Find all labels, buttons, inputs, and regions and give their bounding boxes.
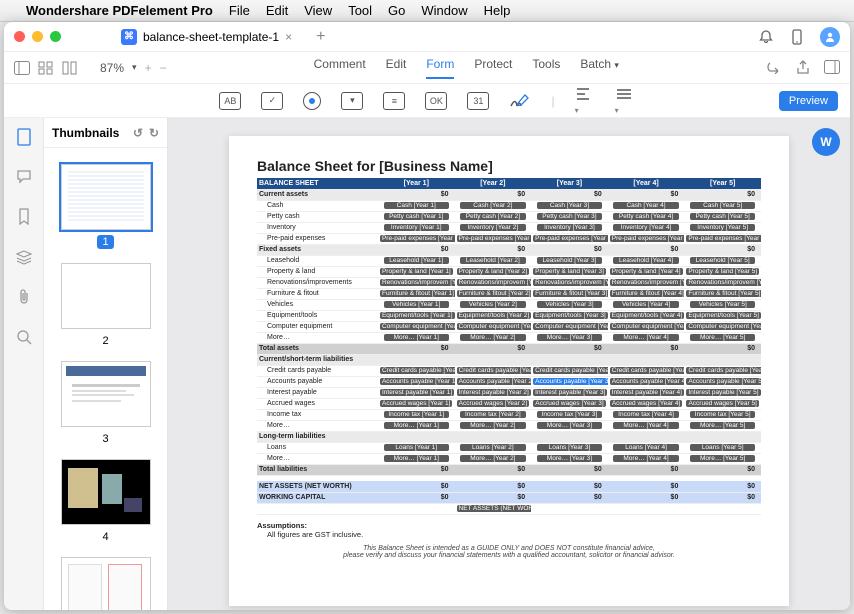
bookmarks-rail-icon[interactable]: [15, 208, 33, 226]
tab-edit[interactable]: Edit: [386, 57, 407, 79]
new-tab-button[interactable]: +: [316, 28, 325, 46]
tab-form[interactable]: Form: [426, 57, 454, 79]
tab-batch[interactable]: Batch ▾: [580, 57, 619, 79]
zoom-in-button[interactable]: +: [145, 61, 152, 75]
date-field-icon[interactable]: 31: [467, 92, 489, 110]
button-field-icon[interactable]: OK: [425, 92, 447, 110]
zoom-level[interactable]: 87%: [100, 61, 124, 75]
thumbnails-title: Thumbnails: [52, 126, 119, 140]
menu-view[interactable]: View: [304, 3, 332, 18]
minimize-window[interactable]: [32, 31, 43, 42]
comments-rail-icon[interactable]: [15, 168, 33, 186]
pdf-page: Balance Sheet for [Business Name] BALANC…: [229, 136, 789, 606]
align-icon[interactable]: ▾: [575, 86, 595, 116]
menu-go[interactable]: Go: [388, 3, 405, 18]
menu-file[interactable]: File: [229, 3, 250, 18]
document-canvas[interactable]: W Balance Sheet for [Business Name] BALA…: [168, 118, 850, 610]
thumb-rotate-left-icon[interactable]: ↺: [133, 126, 143, 140]
undo-icon[interactable]: [766, 60, 782, 76]
preview-button[interactable]: Preview: [779, 91, 838, 111]
close-window[interactable]: [14, 31, 25, 42]
app-window: ⌘ balance-sheet-template-1 × + 87% ▾ + −…: [4, 22, 850, 610]
thumbnails-panel: Thumbnails ↺ ↻ 1 2: [44, 118, 168, 610]
page-title: Balance Sheet for [Business Name]: [257, 158, 761, 174]
list-icon[interactable]: ≡: [383, 92, 405, 110]
balance-sheet-table: BALANCE SHEET[Year 1][Year 2][Year 3][Ye…: [257, 178, 761, 515]
mobile-icon[interactable]: [790, 29, 804, 45]
tab-tools[interactable]: Tools: [532, 57, 560, 79]
assumptions-line: All figures are GST inclusive.: [257, 530, 761, 539]
macos-menubar: Wondershare PDFelement Pro File Edit Vie…: [0, 0, 854, 22]
thumbnail-page-4[interactable]: [61, 459, 151, 525]
tab-comment[interactable]: Comment: [314, 57, 366, 79]
document-tabs: ⌘ balance-sheet-template-1 × +: [111, 25, 325, 49]
notifications-icon[interactable]: [758, 29, 774, 45]
window-controls: [14, 31, 61, 42]
search-rail-icon[interactable]: [15, 328, 33, 346]
thumbnail-page-2[interactable]: [61, 263, 151, 329]
panel-toggle-icon[interactable]: [824, 60, 840, 76]
page-number-3: 3: [102, 433, 108, 445]
menu-help[interactable]: Help: [484, 3, 511, 18]
disclaimer: This Balance Sheet is intended as a GUID…: [257, 545, 761, 559]
thumbnail-page-1[interactable]: [61, 164, 151, 230]
zoom-out-button[interactable]: −: [160, 61, 167, 75]
more-tools-icon[interactable]: ▾: [615, 86, 635, 116]
app-name[interactable]: Wondershare PDFelement Pro: [26, 3, 213, 18]
assumptions-title: Assumptions:: [257, 521, 761, 530]
checkbox-icon[interactable]: ✓: [261, 92, 283, 110]
document-tab[interactable]: ⌘ balance-sheet-template-1 ×: [111, 25, 302, 49]
attachments-rail-icon[interactable]: [15, 288, 33, 306]
share-icon[interactable]: [796, 60, 810, 76]
thumbnails-rail-icon[interactable]: [15, 128, 33, 146]
page-view-icon[interactable]: [62, 61, 78, 75]
thumbnail-page-3[interactable]: [61, 361, 151, 427]
view-toolbar: 87% ▾ + − Comment Edit Form Protect Tool…: [4, 52, 850, 84]
tab-protect[interactable]: Protect: [474, 57, 512, 79]
thumb-rotate-right-icon[interactable]: ↻: [149, 126, 159, 140]
word-export-fab[interactable]: W: [812, 128, 840, 156]
menu-window[interactable]: Window: [421, 3, 467, 18]
zoom-window[interactable]: [50, 31, 61, 42]
app-logo-icon: ⌘: [121, 29, 137, 45]
layers-rail-icon[interactable]: [15, 248, 33, 266]
zoom-dropdown-icon[interactable]: ▾: [132, 62, 137, 73]
menu-edit[interactable]: Edit: [266, 3, 288, 18]
tab-title: balance-sheet-template-1: [143, 30, 279, 44]
grid-view-icon[interactable]: [38, 61, 54, 75]
sidebar-rail: [4, 118, 44, 610]
signature-icon[interactable]: [509, 92, 531, 110]
menu-tool[interactable]: Tool: [348, 3, 372, 18]
sidebar-toggle-icon[interactable]: [14, 61, 30, 75]
dropdown-field-icon[interactable]: ▾: [341, 92, 363, 110]
text-field-icon[interactable]: AB: [219, 92, 241, 110]
page-number-1: 1: [97, 235, 113, 249]
radio-icon[interactable]: [303, 92, 321, 110]
assumptions: Assumptions: All figures are GST inclusi…: [257, 521, 761, 539]
close-tab-icon[interactable]: ×: [285, 30, 292, 44]
form-toolbar: AB ✓ ▾ ≡ OK 31 | ▾ ▾ Preview: [4, 84, 850, 118]
titlebar: ⌘ balance-sheet-template-1 × +: [4, 22, 850, 52]
thumbnail-page-5[interactable]: [61, 557, 151, 610]
page-number-4: 4: [102, 531, 108, 543]
user-avatar[interactable]: [820, 27, 840, 47]
page-number-2: 2: [102, 335, 108, 347]
